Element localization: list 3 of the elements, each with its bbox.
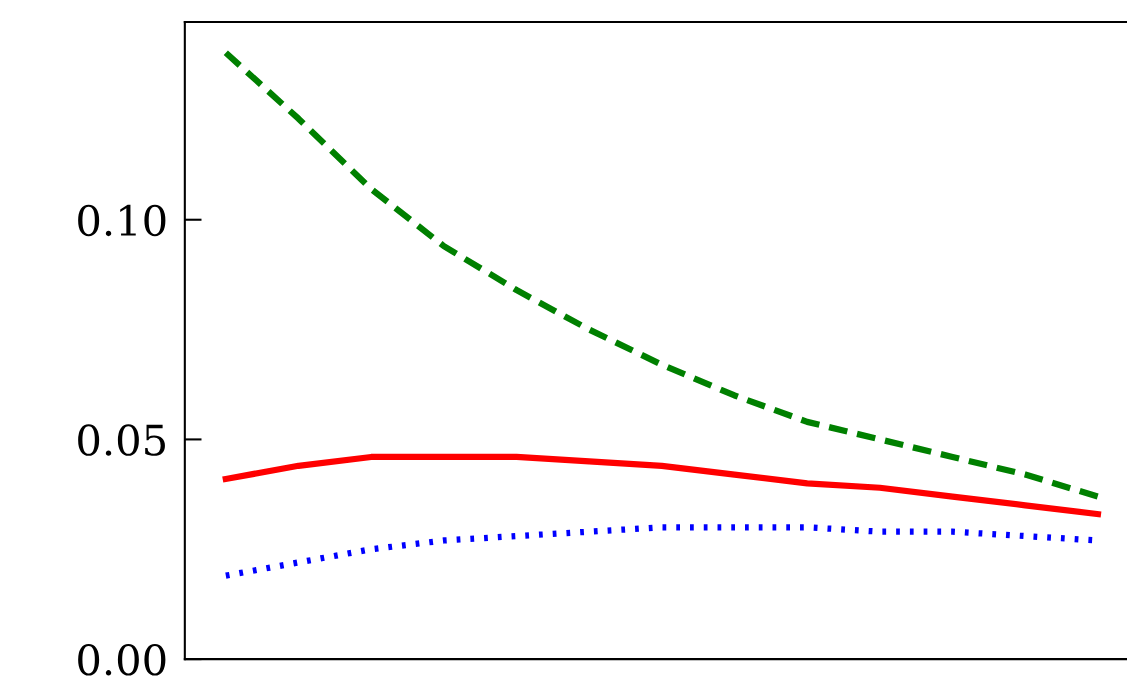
y-tick-label: 0.00 (78, 644, 166, 676)
y-tick-label: 0.10 (78, 204, 166, 237)
y-tick-label: 0.05 (78, 424, 165, 456)
